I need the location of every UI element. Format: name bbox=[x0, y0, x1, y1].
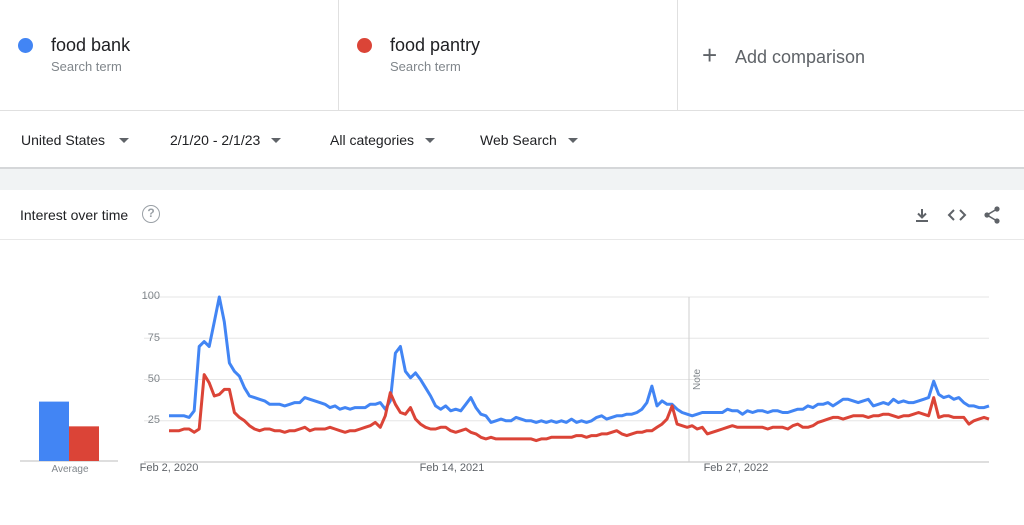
add-comparison-button[interactable]: + Add comparison bbox=[678, 0, 1024, 111]
filters-bar: United States 2/1/20 - 2/1/23 All catego… bbox=[0, 111, 1024, 169]
x-tick-label: Feb 14, 2021 bbox=[419, 462, 485, 474]
series-color-dot bbox=[18, 38, 33, 53]
average-bar-food-bank bbox=[39, 401, 69, 461]
region-value: United States bbox=[21, 132, 106, 148]
term-name: food pantry bbox=[390, 35, 481, 55]
search-type-dropdown[interactable]: Web Search bbox=[480, 132, 578, 148]
term-subtitle: Search term bbox=[51, 59, 122, 74]
x-tick-label: Feb 2, 2020 bbox=[139, 462, 199, 474]
add-comparison-label: Add comparison bbox=[735, 47, 866, 67]
x-tick-label: Feb 27, 2022 bbox=[703, 462, 769, 474]
plus-icon: + bbox=[702, 40, 718, 70]
embed-icon[interactable] bbox=[946, 204, 968, 226]
term-food-pantry[interactable]: food pantry Search term bbox=[339, 0, 678, 111]
caret-down-icon bbox=[271, 137, 282, 143]
y-tick-label: 50 bbox=[147, 373, 160, 385]
y-tick-label: 100 bbox=[141, 290, 160, 302]
term-food-bank[interactable]: food bank Search term bbox=[0, 0, 339, 111]
help-circle-icon[interactable]: ? bbox=[142, 205, 160, 223]
caret-down-icon bbox=[425, 137, 436, 143]
download-icon[interactable] bbox=[911, 204, 933, 226]
share-icon[interactable] bbox=[981, 204, 1003, 226]
card-title: Interest over time bbox=[20, 207, 129, 223]
note-label: Note bbox=[692, 368, 703, 390]
category-value: All categories bbox=[330, 132, 415, 148]
term-subtitle: Search term bbox=[390, 59, 461, 74]
caret-down-icon bbox=[567, 137, 578, 143]
average-bar-food-pantry bbox=[69, 426, 99, 461]
search-terms-bar: food bank Search term food pantry Search… bbox=[0, 0, 1024, 111]
series-line-food-pantry bbox=[169, 373, 990, 443]
caret-down-icon bbox=[119, 137, 130, 143]
y-tick-label: 75 bbox=[147, 332, 160, 344]
y-tick-label: 25 bbox=[147, 414, 160, 426]
date-range-value: 2/1/20 - 2/1/23 bbox=[170, 132, 261, 148]
average-label: Average bbox=[51, 464, 89, 475]
interest-chart: Note bbox=[144, 295, 990, 463]
card-header: Interest over time ? bbox=[0, 190, 1024, 240]
average-bars bbox=[20, 401, 118, 462]
category-dropdown[interactable]: All categories bbox=[330, 132, 436, 148]
series-color-dot bbox=[357, 38, 372, 53]
term-name: food bank bbox=[51, 35, 131, 55]
region-dropdown[interactable]: United States bbox=[21, 132, 130, 148]
search-type-value: Web Search bbox=[480, 132, 557, 148]
date-range-dropdown[interactable]: 2/1/20 - 2/1/23 bbox=[170, 132, 282, 148]
series-line-food-bank bbox=[169, 295, 990, 424]
interest-over-time-card: Interest over time ? Average Note 100 75… bbox=[0, 190, 1024, 525]
